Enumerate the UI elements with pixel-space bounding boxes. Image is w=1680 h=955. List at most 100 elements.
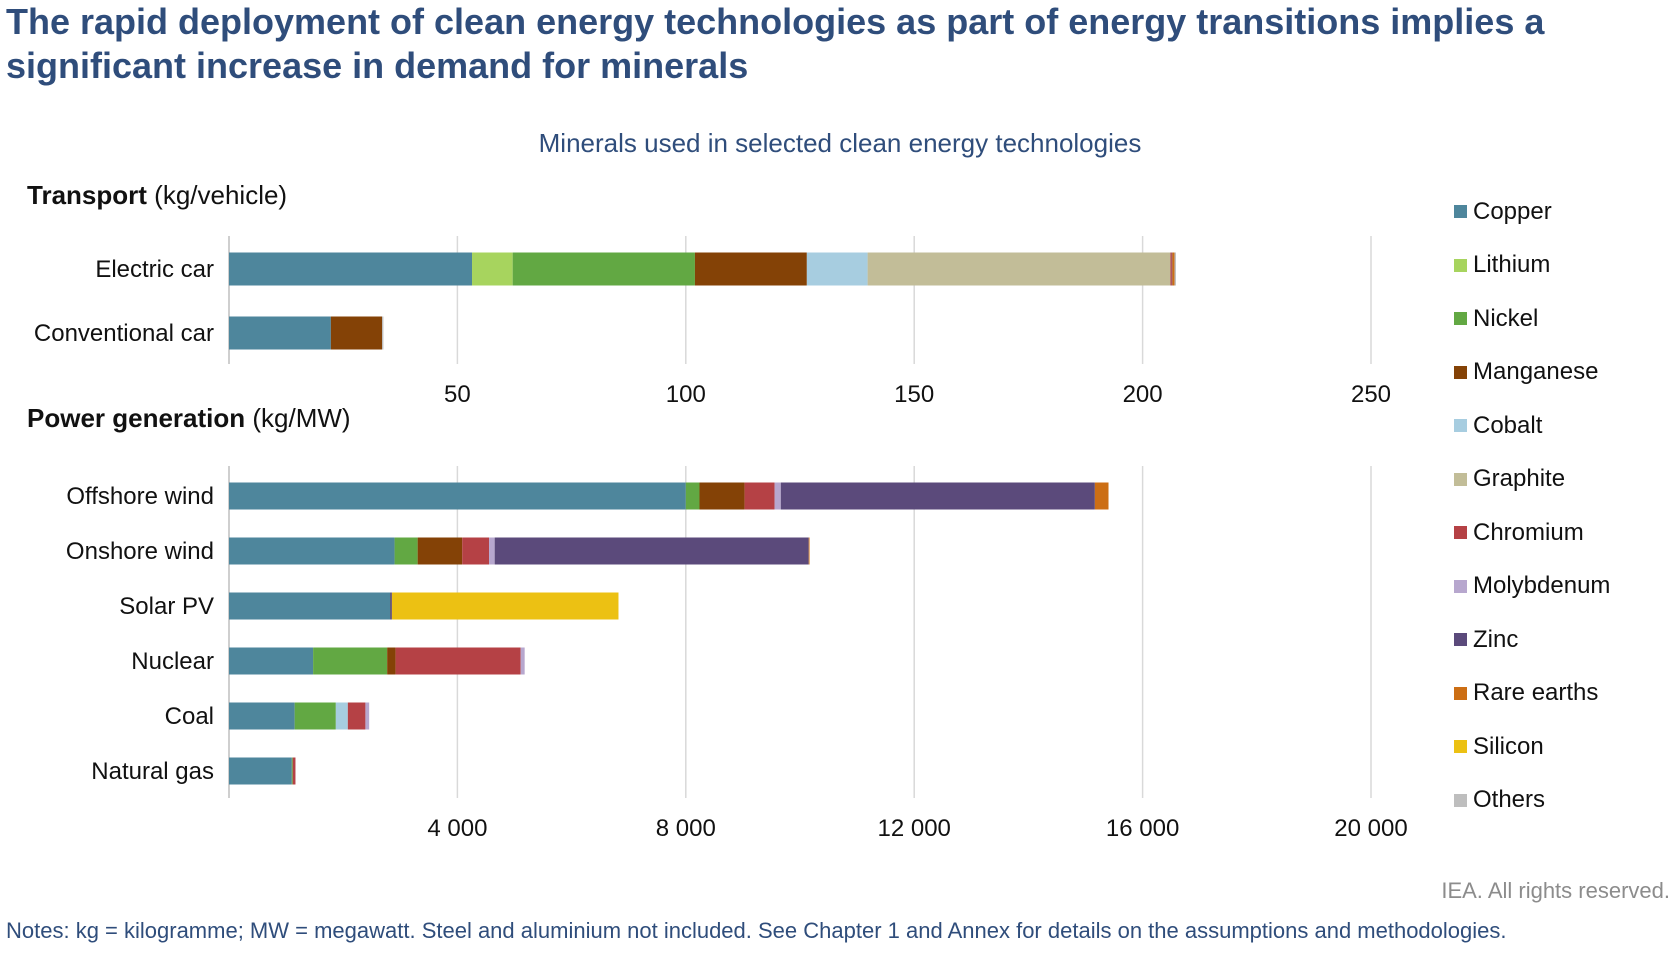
category-label: Onshore wind (66, 538, 214, 565)
legend-swatch (1454, 258, 1467, 272)
legend-label: Manganese (1473, 358, 1599, 386)
bar-segment-molybdenum (489, 537, 495, 565)
x-tick-label: 4 000 (427, 815, 487, 842)
bar-segment-nickel (512, 252, 695, 286)
bar-segment-zinc (1171, 252, 1173, 286)
bar-segment-graphite (867, 252, 1171, 286)
legend-label: Zinc (1473, 625, 1519, 653)
power-section-label: Power generation (kg/MW) (27, 403, 351, 434)
legend-item-chromium: Chromium (1454, 506, 1610, 560)
bar-segment-nickel (394, 537, 418, 565)
transport-unit: (kg/vehicle) (154, 180, 288, 210)
bar-segment-chromium (395, 647, 521, 675)
x-tick-label: 250 (1351, 381, 1391, 408)
bar-segment-molybdenum (520, 647, 525, 675)
bar-segment-cobalt (335, 702, 348, 730)
bar-segment-zinc (390, 592, 392, 620)
bar-segment-cobalt (806, 252, 868, 286)
legend-label: Molybdenum (1473, 572, 1611, 600)
bar-segment-lithium (472, 252, 513, 286)
legend: Copper Lithium Nickel Manganese Cobalt Graphi… (1454, 185, 1610, 827)
legend-swatch (1454, 419, 1467, 433)
bar-segment-nickel (291, 757, 293, 785)
legend-label: Silicon (1473, 732, 1544, 760)
chart-canvas: 50 100 150 200 250 Electric car Conventional c… (34, 236, 1408, 842)
bar-segment-rare-earths (1094, 482, 1109, 510)
category-label: Natural gas (91, 758, 214, 785)
legend-swatch (1454, 633, 1467, 647)
x-tick-label: 16 000 (1106, 815, 1179, 842)
transport-section-title: Transport (27, 180, 147, 210)
legend-item-silicon: Silicon (1454, 720, 1610, 774)
bar-segment-chromium (1170, 252, 1172, 286)
legend-swatch (1454, 365, 1467, 379)
x-tick-label: 20 000 (1334, 815, 1407, 842)
x-tick-label: 50 (444, 381, 471, 408)
legend-label: Nickel (1473, 304, 1539, 332)
bar-segment-manganese (417, 537, 463, 565)
legend-swatch (1454, 526, 1467, 540)
legend-label: Graphite (1473, 465, 1566, 493)
legend-label: Chromium (1473, 518, 1584, 546)
credit-text: IEA. All rights reserved. (1441, 878, 1670, 903)
headline: The rapid deployment of clean energy tec… (6, 1, 1545, 86)
legend-item-copper: Copper (1454, 185, 1610, 239)
legend-item-nickel: Nickel (1454, 292, 1610, 346)
transport-section-label: Transport (kg/vehicle) (27, 180, 287, 211)
x-tick-label: 100 (666, 381, 706, 408)
bar-segment-copper (229, 647, 314, 675)
legend-label: Lithium (1473, 251, 1551, 279)
bar-segment-zinc (780, 482, 1095, 510)
bar-segment-manganese (699, 482, 745, 510)
power-section-title: Power generation (27, 403, 246, 433)
legend-item-graphite: Graphite (1454, 453, 1610, 507)
bar-segment-chromium (462, 537, 490, 565)
legend-item-zinc: Zinc (1454, 613, 1610, 667)
category-label: Nuclear (131, 648, 214, 675)
bar-segment-copper (229, 592, 391, 620)
bar-segment-copper (229, 702, 295, 730)
category-label: Solar PV (119, 593, 214, 620)
category-label: Coal (165, 703, 214, 730)
bar-segment-copper (229, 482, 686, 510)
legend-item-manganese: Manganese (1454, 346, 1610, 400)
bar-segment-nickel (294, 702, 336, 730)
bar-segment-rare-earths (1172, 252, 1175, 286)
legend-label: Cobalt (1473, 411, 1543, 439)
legend-swatch (1454, 205, 1467, 219)
bar-segment-copper (229, 316, 331, 350)
legend-label: Rare earths (1473, 679, 1599, 707)
legend-item-lithium: Lithium (1454, 239, 1610, 293)
x-tick-label: 8 000 (656, 815, 716, 842)
bar-segment-zinc (494, 537, 809, 565)
notes-text: Notes: kg = kilogramme; MW = megawatt. S… (6, 918, 1507, 943)
bar-segment-copper (229, 757, 292, 785)
legend-item-others: Others (1454, 774, 1610, 828)
bar-segment-silicon (391, 592, 619, 620)
legend-item-molybdenum: Molybdenum (1454, 560, 1610, 614)
category-label: Offshore wind (66, 483, 214, 510)
bar-segment-molybdenum (365, 702, 370, 730)
legend-label: Copper (1473, 197, 1552, 225)
legend-item-rare-earths: Rare earths (1454, 667, 1610, 721)
legend-swatch (1454, 312, 1467, 326)
legend-swatch (1454, 686, 1467, 700)
chart-title: Minerals used in selected clean energy t… (538, 128, 1142, 158)
bar-segment-manganese (330, 316, 383, 350)
x-tick-label: 12 000 (877, 815, 950, 842)
bar-segment-molybdenum (774, 482, 781, 510)
legend-swatch (1454, 793, 1467, 807)
bar-segment-copper (229, 252, 473, 286)
bar-segment-others (1174, 252, 1176, 286)
bar-segment-chromium (292, 757, 296, 785)
bar-segment-nickel (313, 647, 388, 675)
category-label: Electric car (95, 256, 214, 283)
legend-label: Others (1473, 786, 1546, 814)
x-tick-label: 200 (1123, 381, 1163, 408)
bar-segment-chromium (347, 702, 366, 730)
bar-segment-rare-earths (808, 537, 810, 565)
bar-segment-copper (229, 537, 395, 565)
bar-segment-nickel (685, 482, 700, 510)
bar-segment-manganese (694, 252, 807, 286)
bar-segment-others (382, 316, 384, 350)
